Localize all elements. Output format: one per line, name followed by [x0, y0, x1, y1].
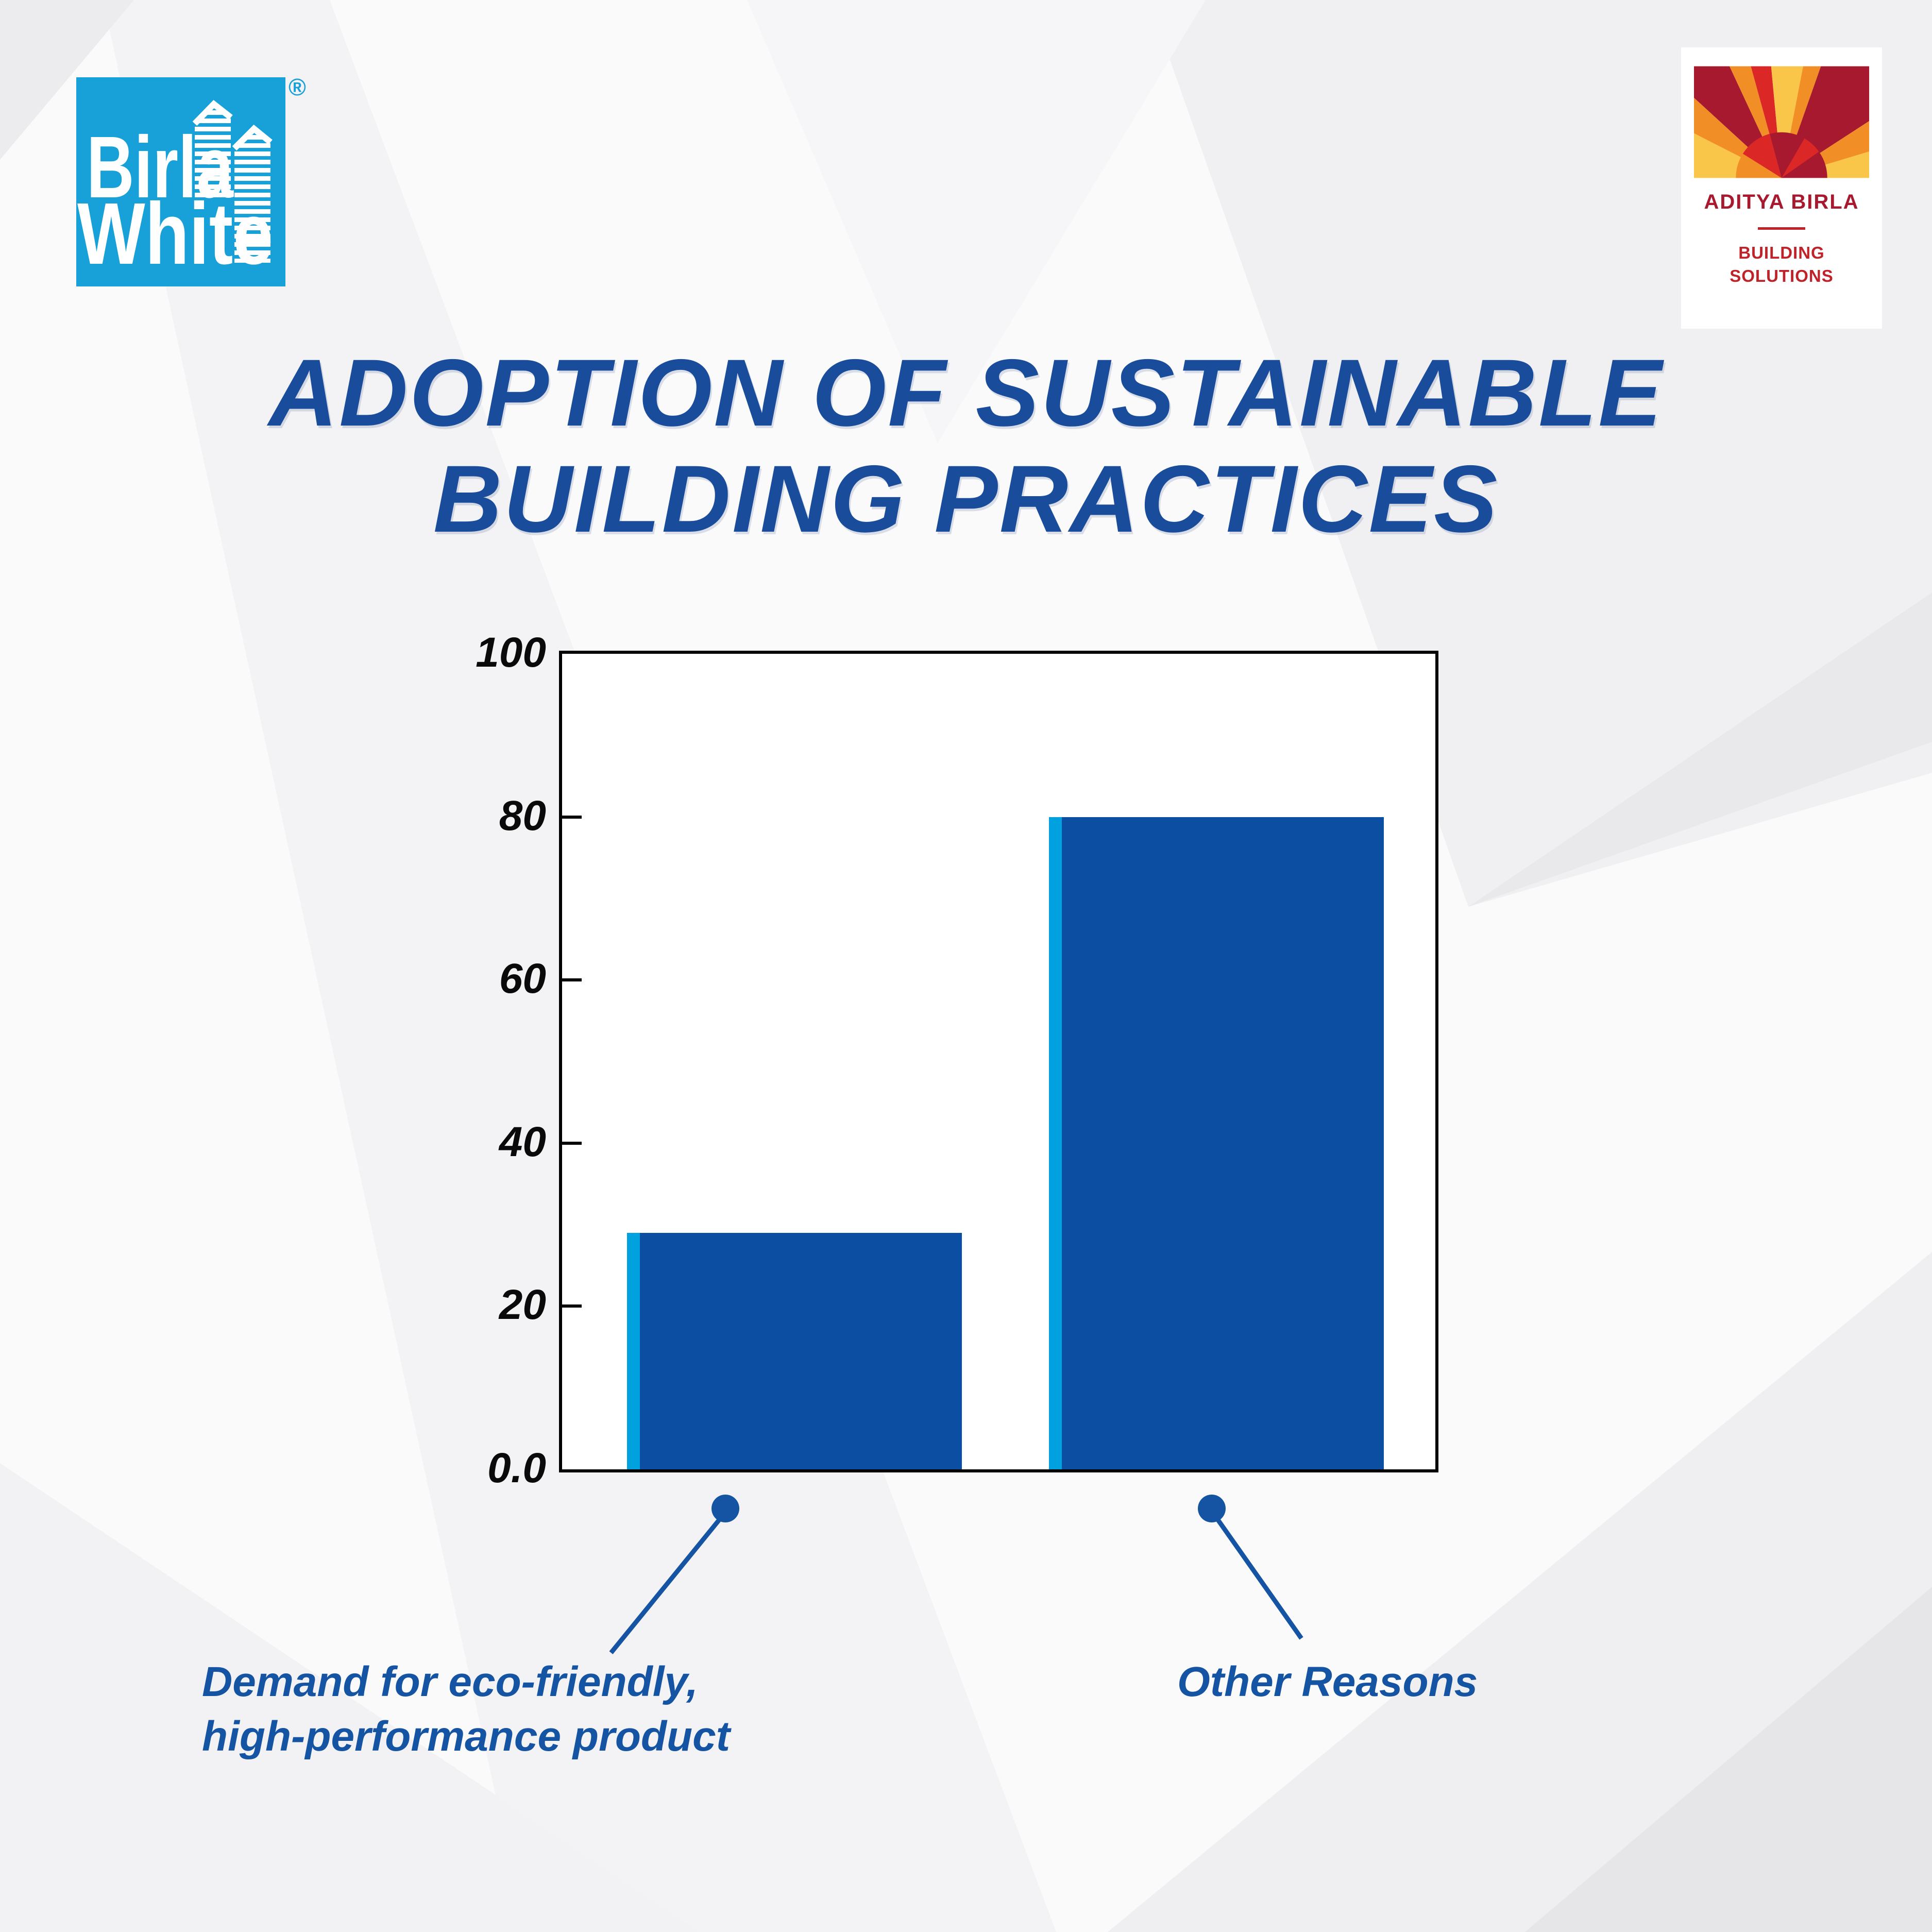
category-label-line: Demand for eco-friendly, — [202, 1658, 698, 1705]
y-tick-mark — [562, 978, 582, 982]
page-title: ADOPTION OF SUSTAINABLE BUILDING PRACTIC… — [0, 340, 1932, 552]
category-label-demand: Demand for eco-friendly, high-performanc… — [202, 1655, 730, 1764]
title-line1: ADOPTION OF SUSTAINABLE — [268, 340, 1664, 446]
callout-line-1 — [609, 1518, 721, 1654]
y-tick-label: 60 — [499, 955, 546, 1003]
svg-text:White: White — [77, 185, 273, 283]
division-line1: BUILDING — [1738, 243, 1825, 262]
y-axis-labels: 0.0 20 40 60 80 100 — [309, 629, 546, 1492]
bar-accent-strip — [627, 1232, 640, 1469]
y-tick-mark — [562, 1304, 582, 1308]
division-line2: SOLUTIONS — [1730, 266, 1834, 285]
y-tick-mark — [562, 1141, 582, 1145]
divider — [1758, 227, 1805, 230]
bar-other-reasons — [1049, 817, 1384, 1469]
callout-dot-2 — [1198, 1495, 1226, 1522]
y-tick-mark — [562, 815, 582, 819]
y-tick-label: 0.0 — [487, 1445, 546, 1492]
category-label-other-reasons: Other Reasons — [1177, 1655, 1478, 1709]
y-tick-label: 80 — [499, 792, 546, 839]
y-tick-label: 100 — [476, 629, 546, 676]
title-line2: BUILDING PRACTICES — [433, 446, 1499, 552]
callout-dot-1 — [711, 1495, 739, 1522]
bar-accent-strip — [1049, 817, 1062, 1469]
svg-text:Birla: Birla — [87, 118, 234, 216]
birla-white-logo-icon: Birla White — [76, 77, 285, 286]
aditya-birla-brand-name: ADITYA BIRLA — [1704, 191, 1859, 213]
category-label-line: high-performance product — [202, 1713, 731, 1760]
registered-trademark-icon: ® — [289, 74, 306, 100]
y-tick-label: 40 — [499, 1118, 546, 1165]
category-label-line: Other Reasons — [1177, 1658, 1478, 1705]
birla-white-logo: Birla White — [76, 77, 285, 286]
callout-line-2 — [1216, 1518, 1303, 1640]
aditya-birla-logo-card: ADITYA BIRLA BUILDING SOLUTIONS — [1681, 47, 1882, 329]
buildings-icon — [192, 99, 273, 263]
aditya-birla-sunburst-icon — [1694, 66, 1869, 178]
y-tick-label: 20 — [499, 1281, 546, 1329]
bar-demand-eco-friendly — [627, 1232, 962, 1469]
aditya-birla-division: BUILDING SOLUTIONS — [1730, 241, 1834, 287]
bar-chart-plot-area — [559, 651, 1438, 1472]
